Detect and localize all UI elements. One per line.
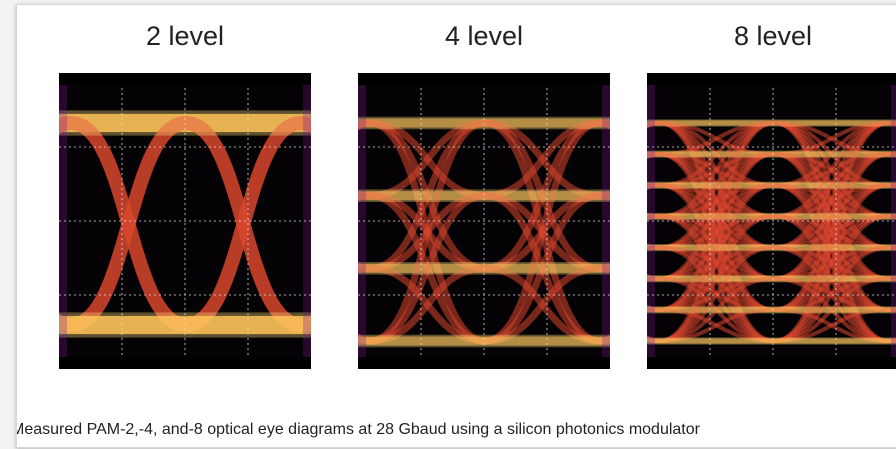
- level-band: [358, 335, 610, 348]
- level-band: [647, 213, 896, 220]
- eye-border: [59, 357, 311, 369]
- level-band: [647, 275, 896, 282]
- level-band: [358, 189, 610, 202]
- level-band: [647, 182, 896, 189]
- eye-border: [358, 73, 610, 85]
- panel-title: 2 level: [59, 21, 311, 52]
- level-band: [647, 306, 896, 313]
- figure-card: 2 level 4 level 8 level Measured PAM-2,-…: [16, 4, 896, 448]
- caption: Measured PAM-2,-4, and-8 optical eye dia…: [16, 421, 700, 439]
- level-band: [647, 337, 896, 344]
- eye-border: [647, 357, 896, 369]
- level-band: [647, 244, 896, 251]
- eye-diagram: [59, 73, 311, 369]
- level-band: [647, 119, 896, 126]
- eye-diagram: [358, 73, 610, 369]
- eye-border: [647, 73, 896, 85]
- eye-border: [59, 73, 311, 85]
- panel-title: 8 level: [647, 21, 896, 52]
- panel-title: 4 level: [358, 21, 610, 52]
- eye-diagram: [647, 73, 896, 369]
- level-band: [647, 151, 896, 158]
- eye-border: [358, 357, 610, 369]
